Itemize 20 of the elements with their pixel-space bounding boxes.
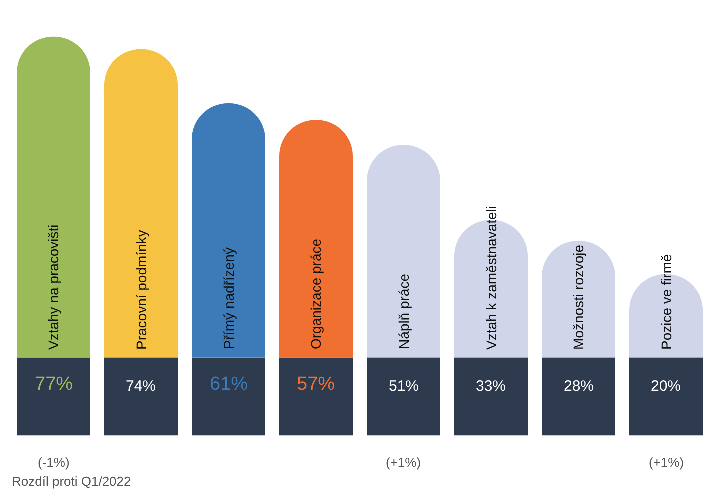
text: (+1%) <box>649 455 684 470</box>
text: Rozdíl proti Q1/2022 <box>12 474 132 489</box>
x-tick-label: Pozice ve firmě <box>658 254 675 350</box>
x-tick-label: Vztah k zaměstnavateli <box>484 206 500 350</box>
data-label: 77% <box>35 374 74 395</box>
data-label: 51% <box>389 378 420 395</box>
data-label: 28% <box>564 378 594 395</box>
text: (+1%) <box>386 455 422 470</box>
x-tick-label: Pracovní podmínky <box>134 230 150 350</box>
data-label: 20% <box>651 378 682 395</box>
data-label: 74% <box>126 378 156 395</box>
data-label: 57% <box>297 374 336 395</box>
data-label: 33% <box>476 378 506 395</box>
data-label: 61% <box>210 374 248 395</box>
x-tick-label: Vztahy na pracovišti <box>46 224 62 350</box>
text: (-1%) <box>38 455 70 470</box>
x-tick-label: Organizace práce <box>308 238 324 350</box>
x-tick-label: Náplň práce <box>396 274 412 350</box>
x-tick-label: Možnosti rozvoje <box>570 244 587 350</box>
x-tick-label: Přímý nadřízený <box>221 248 238 350</box>
